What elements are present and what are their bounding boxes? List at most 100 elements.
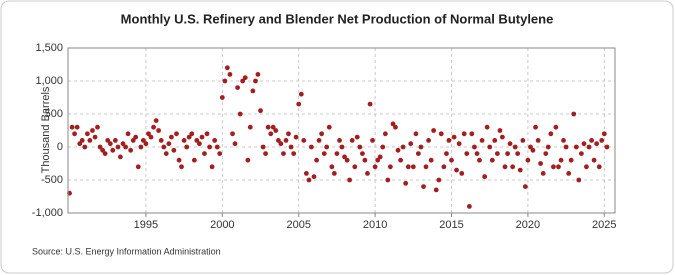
plot-border bbox=[67, 47, 616, 214]
point bbox=[214, 144, 220, 150]
point bbox=[596, 164, 602, 170]
point bbox=[604, 144, 610, 150]
point bbox=[240, 78, 246, 84]
point bbox=[278, 141, 284, 147]
x-tick-label: 2005 bbox=[286, 219, 310, 231]
point bbox=[102, 151, 108, 157]
point bbox=[484, 124, 490, 130]
y-tick-label: 1,000 bbox=[35, 75, 63, 87]
y-tick-label: -500 bbox=[41, 174, 63, 186]
point bbox=[92, 134, 98, 140]
point bbox=[100, 147, 106, 153]
point bbox=[360, 151, 365, 157]
point bbox=[421, 184, 426, 190]
point bbox=[347, 177, 352, 183]
point bbox=[489, 157, 495, 163]
point bbox=[387, 164, 393, 170]
point bbox=[161, 144, 167, 150]
point bbox=[423, 164, 429, 170]
point bbox=[245, 157, 251, 163]
point bbox=[398, 157, 404, 163]
point bbox=[426, 138, 431, 143]
point bbox=[153, 118, 159, 123]
point bbox=[469, 131, 475, 137]
point bbox=[227, 72, 233, 77]
x-tick-label: 2000 bbox=[210, 219, 234, 231]
point bbox=[85, 131, 90, 137]
point bbox=[538, 161, 543, 166]
point bbox=[395, 147, 401, 153]
point bbox=[433, 187, 439, 193]
point bbox=[97, 144, 103, 150]
x-tick-label: 2015 bbox=[439, 219, 463, 231]
point bbox=[247, 124, 253, 130]
point bbox=[530, 147, 536, 153]
y-tick-label: 500 bbox=[45, 108, 63, 120]
point bbox=[589, 138, 595, 143]
point bbox=[441, 164, 447, 170]
point bbox=[464, 151, 470, 157]
point bbox=[69, 124, 75, 130]
point bbox=[472, 144, 477, 150]
chart-title: Monthly U.S. Refinery and Blender Net Pr… bbox=[121, 11, 554, 26]
point bbox=[543, 151, 549, 157]
point bbox=[413, 131, 419, 137]
point bbox=[415, 151, 421, 157]
point bbox=[520, 138, 526, 143]
point bbox=[270, 124, 276, 130]
point bbox=[163, 151, 169, 157]
y-tick-label: 0 bbox=[57, 141, 63, 153]
point bbox=[293, 134, 299, 140]
point bbox=[571, 111, 577, 117]
point bbox=[291, 151, 297, 157]
point bbox=[466, 204, 472, 209]
point bbox=[576, 177, 582, 183]
point bbox=[217, 151, 223, 157]
point bbox=[459, 171, 465, 176]
point bbox=[224, 65, 230, 71]
point bbox=[128, 147, 134, 153]
point bbox=[354, 134, 360, 140]
point bbox=[535, 138, 541, 143]
point bbox=[502, 164, 508, 170]
point bbox=[342, 154, 347, 160]
point bbox=[365, 171, 370, 176]
point bbox=[510, 164, 516, 170]
point bbox=[265, 124, 271, 130]
point bbox=[479, 138, 485, 143]
point bbox=[171, 147, 177, 153]
point bbox=[222, 78, 228, 84]
point bbox=[283, 138, 289, 143]
point bbox=[140, 138, 146, 143]
point bbox=[176, 157, 182, 163]
point bbox=[556, 164, 561, 170]
point bbox=[148, 134, 154, 140]
point bbox=[90, 128, 95, 133]
point bbox=[186, 134, 192, 140]
point bbox=[329, 164, 335, 170]
point bbox=[553, 124, 559, 130]
point bbox=[166, 141, 172, 147]
point bbox=[319, 131, 325, 137]
point bbox=[428, 157, 434, 163]
point bbox=[112, 138, 118, 143]
x-tick-label: 2020 bbox=[516, 219, 540, 231]
point bbox=[303, 171, 309, 176]
point bbox=[288, 144, 294, 150]
point bbox=[258, 108, 263, 114]
point bbox=[492, 138, 498, 143]
point bbox=[573, 144, 579, 150]
point bbox=[522, 184, 528, 190]
point bbox=[372, 164, 378, 170]
point bbox=[586, 144, 592, 150]
point bbox=[477, 157, 482, 163]
point bbox=[199, 134, 205, 140]
point bbox=[377, 154, 383, 160]
point bbox=[357, 144, 363, 150]
point bbox=[235, 85, 241, 90]
point bbox=[324, 144, 330, 150]
point bbox=[189, 131, 195, 137]
point bbox=[446, 138, 452, 143]
point bbox=[563, 144, 569, 150]
point bbox=[362, 157, 368, 163]
